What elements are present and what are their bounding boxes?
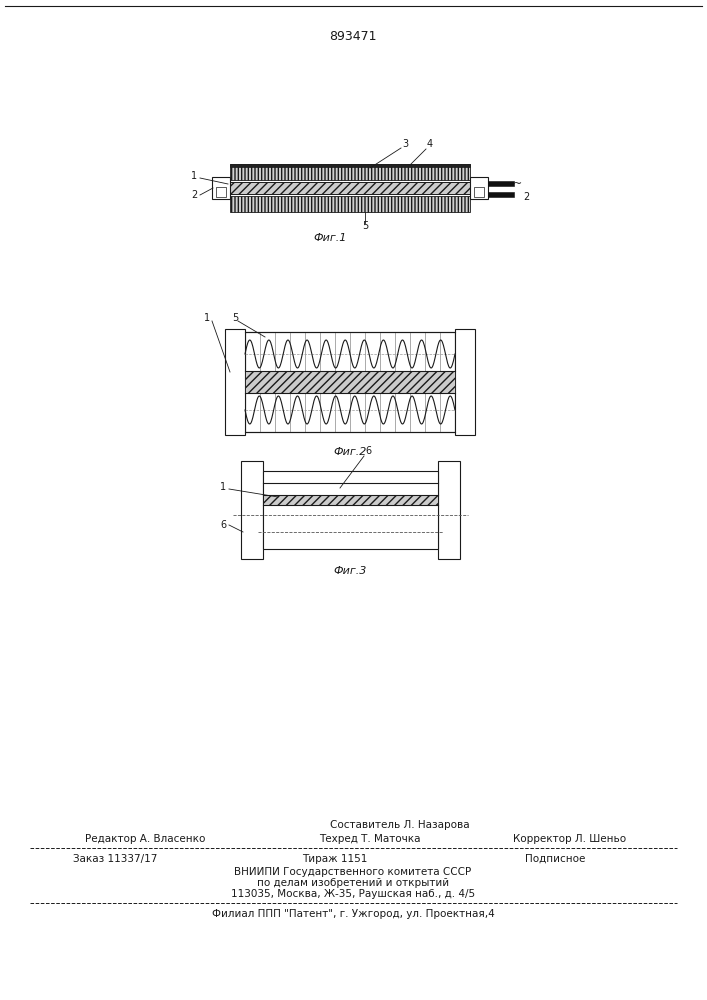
Text: 1: 1 xyxy=(220,482,226,492)
Text: Фиг.1: Фиг.1 xyxy=(313,233,346,243)
Bar xyxy=(474,187,484,197)
Text: 5: 5 xyxy=(362,221,368,231)
Bar xyxy=(245,332,455,432)
Bar xyxy=(488,181,514,186)
Text: Подписное: Подписное xyxy=(525,854,585,864)
Text: 1: 1 xyxy=(191,171,197,181)
Bar xyxy=(263,495,438,505)
Bar xyxy=(212,177,230,199)
Bar xyxy=(438,461,460,559)
Bar xyxy=(216,187,226,197)
Text: 3: 3 xyxy=(402,139,408,149)
Bar xyxy=(225,329,245,435)
Bar xyxy=(263,471,438,549)
Text: 113035, Москва, Ж-35, Раушская наб., д. 4/5: 113035, Москва, Ж-35, Раушская наб., д. … xyxy=(231,889,475,899)
Bar xyxy=(455,329,475,435)
Bar xyxy=(241,461,263,559)
Text: 4: 4 xyxy=(427,139,433,149)
Text: Корректор Л. Шеньо: Корректор Л. Шеньо xyxy=(513,834,626,844)
Bar xyxy=(230,182,470,194)
Bar xyxy=(230,164,470,180)
Text: 1: 1 xyxy=(204,313,210,323)
Text: ~: ~ xyxy=(513,179,522,189)
Text: Заказ 11337/17: Заказ 11337/17 xyxy=(73,854,157,864)
Text: 6: 6 xyxy=(365,446,371,456)
Bar xyxy=(470,177,488,199)
Text: Филиал ППП "Патент", г. Ужгород, ул. Проектная,4: Филиал ППП "Патент", г. Ужгород, ул. Про… xyxy=(211,909,494,919)
Text: Фиг.3: Фиг.3 xyxy=(333,566,367,576)
Text: 893471: 893471 xyxy=(329,30,377,43)
Text: 2: 2 xyxy=(191,190,197,200)
Bar xyxy=(230,164,470,167)
Text: Тираж 1151: Тираж 1151 xyxy=(303,854,368,864)
Text: 5: 5 xyxy=(232,313,238,323)
Text: 2: 2 xyxy=(523,192,530,202)
Text: по делам изобретений и открытий: по делам изобретений и открытий xyxy=(257,878,449,888)
Bar xyxy=(245,371,455,393)
Text: Составитель Л. Назарова: Составитель Л. Назарова xyxy=(330,820,470,830)
Text: 6: 6 xyxy=(220,520,226,530)
Bar xyxy=(230,196,470,212)
Text: Фиг.2: Фиг.2 xyxy=(333,447,367,457)
Text: Техред Т. Маточка: Техред Т. Маточка xyxy=(320,834,421,844)
Text: ВНИИПИ Государственного комитета СССР: ВНИИПИ Государственного комитета СССР xyxy=(235,867,472,877)
Text: Редактор А. Власенко: Редактор А. Власенко xyxy=(85,834,205,844)
Bar xyxy=(488,192,514,197)
